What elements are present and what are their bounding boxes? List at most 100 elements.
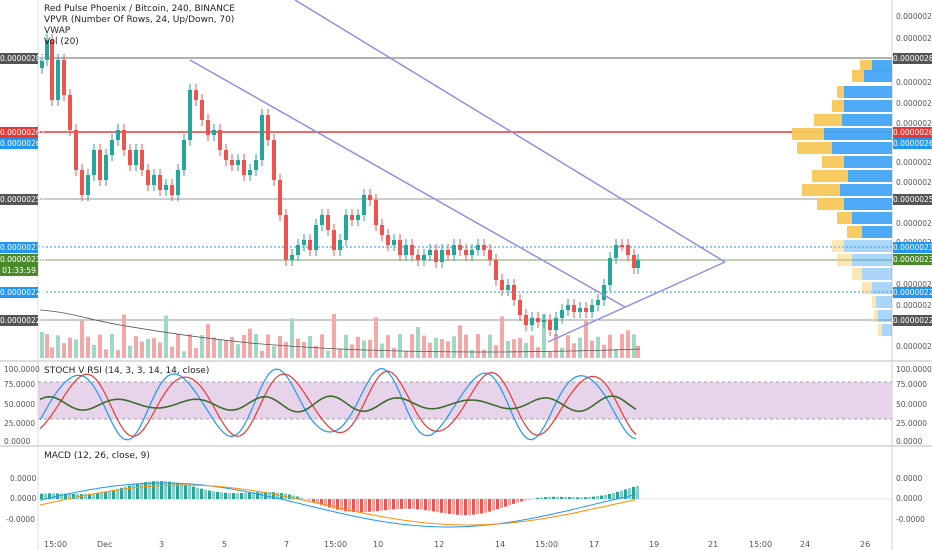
trendlines[interactable] bbox=[189, 0, 726, 343]
price-levels[interactable] bbox=[38, 57, 892, 321]
volume-bar bbox=[578, 337, 582, 358]
volume-bar bbox=[566, 335, 570, 358]
macd-histogram-bar bbox=[312, 499, 315, 502]
candle-body bbox=[584, 308, 588, 312]
candle-body bbox=[446, 250, 450, 255]
candle-body bbox=[518, 300, 522, 315]
macd-histogram-bar bbox=[320, 499, 323, 505]
candle-body bbox=[554, 318, 558, 330]
vpvr-row-up bbox=[797, 142, 832, 154]
macd-histogram-bar bbox=[72, 494, 75, 499]
volume-bar bbox=[206, 323, 210, 358]
vol-legend[interactable]: Vol (20) bbox=[44, 37, 79, 47]
volume-bar bbox=[392, 347, 396, 358]
candle-body bbox=[398, 240, 402, 255]
price-axis-label: 0.00000270 bbox=[896, 119, 932, 128]
volume-bar bbox=[560, 347, 564, 358]
macd-histogram-bar bbox=[40, 493, 43, 499]
vpvr-row-down bbox=[882, 324, 892, 336]
vpvr-row-up bbox=[862, 282, 872, 294]
candle-body bbox=[134, 150, 138, 165]
volume-bar bbox=[92, 344, 96, 358]
stoch-legend[interactable]: STOCH V RSI (14, 3, 3, 14, 14, close) bbox=[44, 366, 210, 376]
vpvr-row-down bbox=[844, 100, 892, 112]
candle-body bbox=[290, 255, 294, 260]
price-tag: 0.00000239 bbox=[893, 242, 932, 253]
candle-body bbox=[158, 175, 162, 190]
candle-body bbox=[632, 255, 636, 268]
vpvr-legend[interactable]: VPVR (Number Of Rows, 24, Up/Down, 70) bbox=[44, 15, 235, 25]
candlesticks[interactable] bbox=[40, 34, 640, 336]
volume-bar bbox=[170, 346, 174, 358]
volume-bar bbox=[494, 345, 498, 358]
volume-bar bbox=[45, 334, 49, 358]
vwap-line bbox=[39, 309, 641, 353]
volume-bar bbox=[212, 337, 216, 358]
macd-histogram-bar bbox=[544, 497, 547, 499]
vpvr-row-down bbox=[862, 226, 892, 238]
macd-histogram-bar bbox=[580, 497, 583, 499]
candle-body bbox=[548, 320, 552, 330]
candle-body bbox=[350, 215, 354, 220]
macd-histogram-bar bbox=[276, 492, 279, 499]
vpvr-row-up bbox=[817, 198, 844, 210]
candle-body bbox=[40, 60, 44, 68]
candle-body bbox=[254, 160, 258, 170]
macd-histogram-bar bbox=[256, 492, 259, 499]
vpvr-row-down bbox=[840, 184, 892, 196]
volume-bar bbox=[278, 335, 282, 358]
volume-bar bbox=[326, 350, 330, 358]
volume-bar bbox=[476, 334, 480, 358]
macd-histogram-bar bbox=[212, 491, 215, 499]
candle-body bbox=[488, 250, 492, 260]
macd-histogram-bar bbox=[616, 491, 619, 499]
macd-histogram-bar bbox=[568, 497, 571, 499]
volume-bar bbox=[440, 339, 444, 358]
candle-body bbox=[386, 235, 390, 245]
vpvr-row-up bbox=[812, 170, 848, 182]
macd-histogram-bar bbox=[140, 482, 143, 499]
candle-body bbox=[536, 318, 540, 322]
volume-bar bbox=[608, 334, 612, 358]
macd-histogram-bar bbox=[404, 499, 407, 509]
vpvr-row-up bbox=[792, 128, 824, 140]
volume-bar bbox=[548, 351, 552, 358]
candle-body bbox=[524, 315, 528, 325]
macd-legend[interactable]: MACD (12, 26, close, 9) bbox=[44, 451, 150, 461]
macd-histogram-bar bbox=[564, 496, 567, 499]
volume-bar bbox=[104, 349, 108, 358]
candle-body bbox=[602, 285, 606, 300]
macd-axis-label: 0.0000 bbox=[896, 474, 923, 483]
macd-histogram-bar bbox=[48, 493, 51, 499]
price-tag: 0.00000267 bbox=[893, 127, 932, 138]
candle-body bbox=[380, 225, 384, 235]
vpvr-row-down bbox=[844, 240, 892, 252]
candle-body bbox=[248, 170, 252, 175]
volume-bar bbox=[296, 338, 300, 358]
volume-bar bbox=[554, 334, 558, 358]
macd-histogram-bar bbox=[144, 482, 147, 499]
macd-histogram-bar bbox=[612, 492, 615, 499]
candle-body bbox=[626, 245, 630, 255]
macd-histogram-bar bbox=[488, 499, 491, 512]
candle-body bbox=[578, 308, 582, 312]
candle-body bbox=[188, 90, 192, 140]
volume-bar bbox=[122, 314, 126, 358]
candle-body bbox=[116, 130, 120, 140]
candle-body bbox=[392, 240, 396, 245]
symbol-title[interactable]: Red Pulse Phoenix / Bitcoin, 240, BINANC… bbox=[44, 4, 235, 14]
price-axis-label: 0.00000255 bbox=[896, 178, 932, 187]
candle-body bbox=[80, 170, 84, 195]
macd-histogram-bar bbox=[440, 499, 443, 513]
stoch-axis-label: 50.0000 bbox=[896, 400, 928, 409]
macd-histogram-bar bbox=[400, 499, 403, 509]
candle-body bbox=[200, 100, 204, 120]
volume-bar bbox=[614, 349, 618, 358]
macd-histogram-bar bbox=[192, 486, 195, 499]
macd-histogram-bar bbox=[240, 492, 243, 499]
vwap-legend[interactable]: VWAP bbox=[44, 26, 71, 36]
macd-histogram-bar bbox=[88, 493, 91, 499]
macd-histogram-bar bbox=[128, 485, 131, 499]
vpvr-row-up bbox=[814, 114, 842, 126]
